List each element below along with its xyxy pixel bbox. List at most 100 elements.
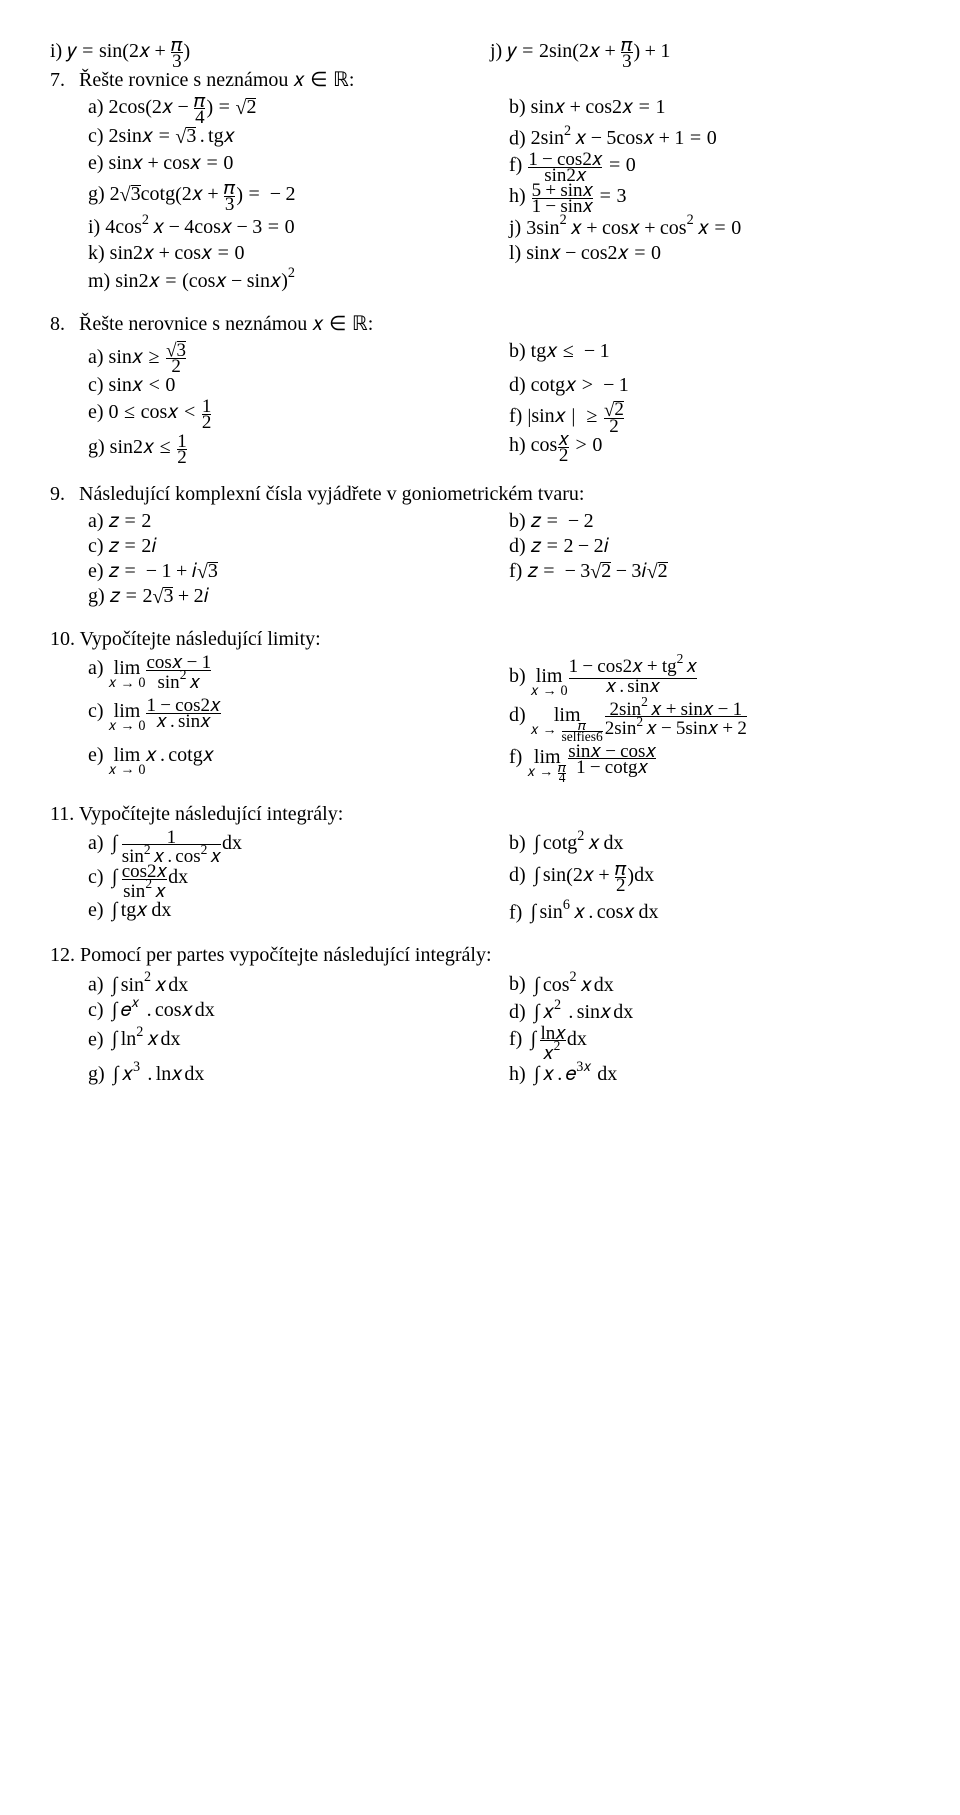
p7-c: c) 2sinx=3.tgx — [88, 125, 499, 150]
p7-j-label: j) — [509, 217, 521, 239]
p12-g-label: g) — [88, 1063, 105, 1085]
p9-b-expr: z=−2 — [531, 513, 594, 527]
p11-b: b) ∫cotg2xdx — [499, 830, 910, 863]
p9-a: a) z=2 — [88, 510, 499, 533]
p8-h-expr: cosx2>0 — [531, 436, 603, 461]
p7-e-label: e) — [88, 152, 104, 174]
p12-b: b) ∫cos2xdx — [499, 971, 910, 996]
p7-d-label: d) — [509, 127, 526, 149]
p12-text: Pomocí per partes vypočítejte následujíc… — [80, 944, 492, 966]
p9-a-expr: z=2 — [109, 513, 152, 527]
p9-g-expr: z=23+2i — [110, 585, 209, 603]
p9-b-label: b) — [509, 510, 526, 532]
p9-f-expr: z=−32−3i2 — [527, 560, 667, 578]
p8-c-label: c) — [88, 374, 104, 396]
p12-g-expr: ∫x3.lnxdx — [110, 1061, 205, 1086]
p10-b-label: b) — [509, 665, 526, 687]
p7-d-expr: 2sin2x−5cosx+1=0 — [531, 125, 717, 144]
p12-d-expr: ∫x2.sinxdx — [531, 999, 634, 1024]
problem-9: 9. Následující komplexní čísla vyjádřete… — [50, 483, 910, 608]
p12-g: g) ∫x3.lnxdx — [88, 1061, 499, 1086]
p11-text: Vypočítejte následující integrály: — [79, 803, 343, 825]
p9-num: 9. — [50, 483, 74, 506]
label-i: i) — [50, 40, 62, 62]
p10-text: Vypočítejte následující limity: — [80, 628, 321, 650]
p8-a-label: a) — [88, 346, 104, 368]
p7-i-label: i) — [88, 216, 100, 238]
p12-e-expr: ∫ln2xdx — [109, 1026, 181, 1051]
p10-e-label: e) — [88, 744, 104, 766]
p7-b-label: b) — [509, 96, 526, 118]
problem-8: 8. Řešte nerovnice s neznámou x∈ℝ: a) si… — [50, 313, 910, 464]
p11-b-expr: ∫cotg2xdx — [531, 830, 624, 855]
p7-h-label: h) — [509, 185, 526, 207]
p10-a-expr: limx→0 cosx−1 sin2x — [109, 655, 213, 688]
p8-f-expr: |sinx|≥22 — [527, 399, 625, 432]
p12-b-label: b) — [509, 974, 526, 996]
p7-k-label: k) — [88, 242, 105, 264]
p8-cond: x∈ℝ — [312, 315, 368, 331]
p10-b-expr: limx→0 1−cos2x+tg2x x.sinx — [531, 655, 698, 696]
p7-f-expr: 1−cos2x sin2x=0 — [527, 152, 635, 181]
p10-a-label: a) — [88, 657, 104, 679]
p7-g-label: g) — [88, 183, 105, 205]
p12-h: h) ∫x.e3xdx — [499, 1061, 910, 1086]
p10-d-label: d) — [509, 704, 526, 726]
p7-c-expr: 2sinx=3.tgx — [109, 125, 235, 147]
p8-g-label: g) — [88, 436, 105, 458]
p9-f-label: f) — [509, 560, 522, 582]
p12-c: c) ∫ex.cosxdx — [88, 999, 499, 1024]
p8-text: Řešte nerovnice s neznámou — [79, 313, 307, 335]
p9-d-expr: z=2−2i — [531, 538, 609, 552]
p8-e-expr: 0≤cosx<12 — [109, 399, 213, 428]
p10-e: e) limx→0 x.cotgx — [88, 744, 499, 783]
p10-f: f) limx→π4 sinx−cosx 1−cotgx — [499, 744, 910, 783]
p7-text: Řešte rovnice s neznámou — [79, 69, 288, 91]
p12-a: a) ∫sin2xdx — [88, 971, 499, 996]
p9-b: b) z=−2 — [499, 510, 910, 533]
p7-a: a) 2cos (2x−π4) =2 — [88, 96, 499, 123]
problem-11: 11. Vypočítejte následující integrály: a… — [50, 803, 910, 925]
p8-num: 8. — [50, 313, 74, 336]
p8-b-label: b) — [509, 340, 526, 362]
p11-a: a) ∫1sin2x.cos2xdx — [88, 830, 499, 863]
p10-d: d) limx→πselfies6 2sin2x+sinx−1 2sin2x−5… — [499, 698, 910, 742]
p7-k: k) sin2x+cosx=0 — [88, 242, 499, 265]
p7-f: f) 1−cos2x sin2x=0 — [499, 152, 910, 181]
p11-d-expr: ∫sin(2x+π2)dx — [531, 866, 654, 891]
p7-l-expr: sinx−cos2x=0 — [526, 245, 661, 259]
p8-g: g) sin2x≤12 — [88, 434, 499, 463]
p9-e: e) z=−1+i3 — [88, 560, 499, 583]
p12-h-label: h) — [509, 1063, 526, 1085]
p11-f-expr: ∫sin6x.cosxdx — [527, 899, 658, 924]
p8-b: b) tgx≤−1 — [499, 340, 910, 373]
p8-e-label: e) — [88, 401, 104, 423]
p7-j-expr: 3sin2x+cosx+cos2x=0 — [526, 214, 741, 233]
p7-h-expr: 5+sinx 1−sinx=3 — [531, 183, 627, 212]
p12-f-expr: ∫lnxx2dx — [527, 1026, 587, 1059]
p12-e: e) ∫ln2xdx — [88, 1026, 499, 1059]
p7-e: e) sinx+cosx=0 — [88, 152, 499, 181]
p12-h-expr: ∫x.e3xdx — [531, 1061, 618, 1086]
p9-e-label: e) — [88, 560, 104, 582]
p7-d: d) 2sin2x−5cosx+1=0 — [499, 125, 910, 150]
p9-g: g) z=23+2i — [88, 585, 499, 608]
p8-f-label: f) — [509, 405, 522, 427]
p12-num: 12. — [50, 944, 75, 967]
p10-f-expr: limx→π4 sinx−cosx 1−cotgx — [527, 744, 657, 783]
p11-d: d) ∫sin(2x+π2)dx — [499, 864, 910, 897]
p9-g-label: g) — [88, 585, 105, 607]
problem-12: 12. Pomocí per partes vypočítejte násled… — [50, 944, 910, 1085]
p10-f-label: f) — [509, 746, 522, 768]
p7-h: h) 5+sinx 1−sinx=3 — [499, 183, 910, 212]
p9-c-expr: z=2i — [109, 538, 157, 552]
p7-k-expr: sin2x+cosx=0 — [110, 245, 245, 259]
p9-e-expr: z=−1+i3 — [109, 560, 218, 578]
p9-d: d) z=2−2i — [499, 535, 910, 558]
p11-e-expr: ∫tgxdx — [109, 901, 172, 922]
p12-f-label: f) — [509, 1028, 522, 1050]
p12-b-expr: ∫cos2xdx — [531, 971, 614, 996]
expr-i-top: y=sin (2x+π3) — [67, 42, 190, 67]
expr-j-top: y=2sin (2x+π3) +1 — [507, 42, 670, 67]
p7-num: 7. — [50, 69, 74, 92]
